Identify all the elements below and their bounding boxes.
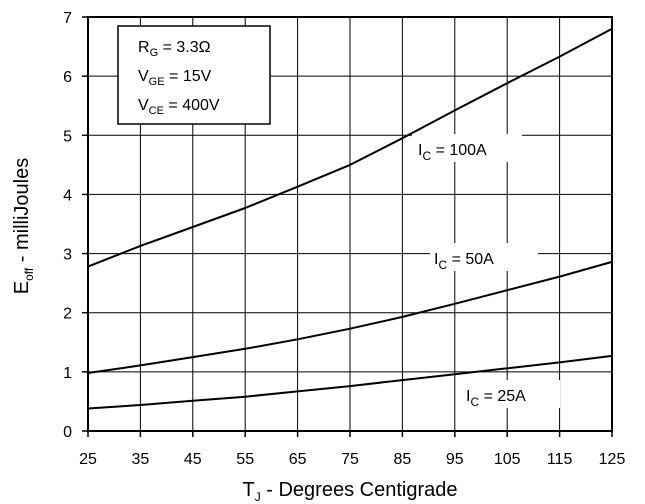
x-tick-label: 25 [79, 451, 97, 468]
box-line-rg-rest: = 3.3Ω [158, 39, 210, 56]
series-label-100a-sub: C [422, 149, 431, 163]
box-line-rg-sub: G [150, 47, 159, 59]
y-tick-label: 1 [63, 365, 72, 382]
conditions-box: RG = 3.3Ω VGE = 15V VCE = 400V [117, 25, 271, 125]
box-line-rg-main: R [138, 39, 150, 56]
x-tick-label: 125 [599, 451, 626, 468]
y-axis-label-sub: off [22, 267, 36, 281]
svg-text:IC = 50A: IC = 50A [434, 251, 494, 272]
series-label-50a: IC = 50A [430, 243, 538, 272]
series-label-25a-rest: = 25A [479, 388, 526, 405]
y-axis-label: Eoff - milliJoules [11, 158, 36, 295]
y-axis-label-main: E [11, 281, 33, 294]
x-tick-label: 55 [236, 451, 254, 468]
series-line-25a [87, 354, 613, 410]
box-line-vge-rest: = 15V [165, 68, 212, 85]
series-label-100a: IC = 100A [412, 134, 522, 163]
series-label-50a-rest: = 50A [447, 251, 494, 268]
x-axis-label: TJ - Degrees Centigrade [243, 479, 458, 504]
y-tick-label: 4 [63, 187, 72, 204]
x-tick-label: 95 [446, 451, 464, 468]
svg-text:VGE = 15V: VGE = 15V [138, 68, 212, 88]
box-line-vce-sub: CE [149, 105, 164, 117]
series-line-50a [87, 260, 613, 374]
svg-text:IC = 100A: IC = 100A [418, 142, 487, 163]
series-line-100a [87, 27, 613, 268]
series-label-50a-sub: C [438, 258, 447, 272]
y-tick-label: 3 [63, 247, 72, 264]
x-axis-label-sub: J [255, 490, 261, 504]
x-axis-label-rest: - Degrees Centigrade [261, 479, 458, 501]
y-tick-label: 2 [63, 306, 72, 323]
series-label-25a: IC = 25A [460, 380, 560, 409]
x-tick-label: 35 [132, 451, 150, 468]
y-tick-label: 0 [63, 424, 72, 441]
y-tick-label: 5 [63, 128, 72, 145]
box-line-vce-main: V [138, 97, 149, 114]
series-label-100a-main: I [418, 142, 422, 159]
series-label-25a-sub: C [470, 395, 479, 409]
x-axis-label-main: T [243, 479, 255, 501]
y-tick-label: 7 [63, 10, 72, 27]
series-lines [87, 27, 613, 410]
x-tick-label: 85 [394, 451, 412, 468]
svg-text:RG = 3.3Ω: RG = 3.3Ω [138, 39, 211, 59]
series-label-50a-main: I [434, 251, 438, 268]
x-tick-label: 65 [289, 451, 307, 468]
y-tick-label: 6 [63, 69, 72, 86]
svg-text:VCE = 400V: VCE = 400V [138, 97, 220, 117]
x-tick-label: 115 [547, 451, 573, 468]
x-tick-label: 105 [494, 451, 521, 468]
x-tick-label: 45 [184, 451, 202, 468]
box-line-vge-sub: GE [149, 76, 165, 88]
y-axis-label-rest: - milliJoules [11, 158, 33, 268]
box-line-vge-main: V [138, 68, 149, 85]
x-tick-label: 75 [341, 451, 359, 468]
series-label-100a-rest: = 100A [431, 142, 487, 159]
series-label-25a-main: I [466, 388, 470, 405]
svg-text:IC = 25A: IC = 25A [466, 388, 526, 409]
box-line-vce-rest: = 400V [164, 97, 220, 114]
